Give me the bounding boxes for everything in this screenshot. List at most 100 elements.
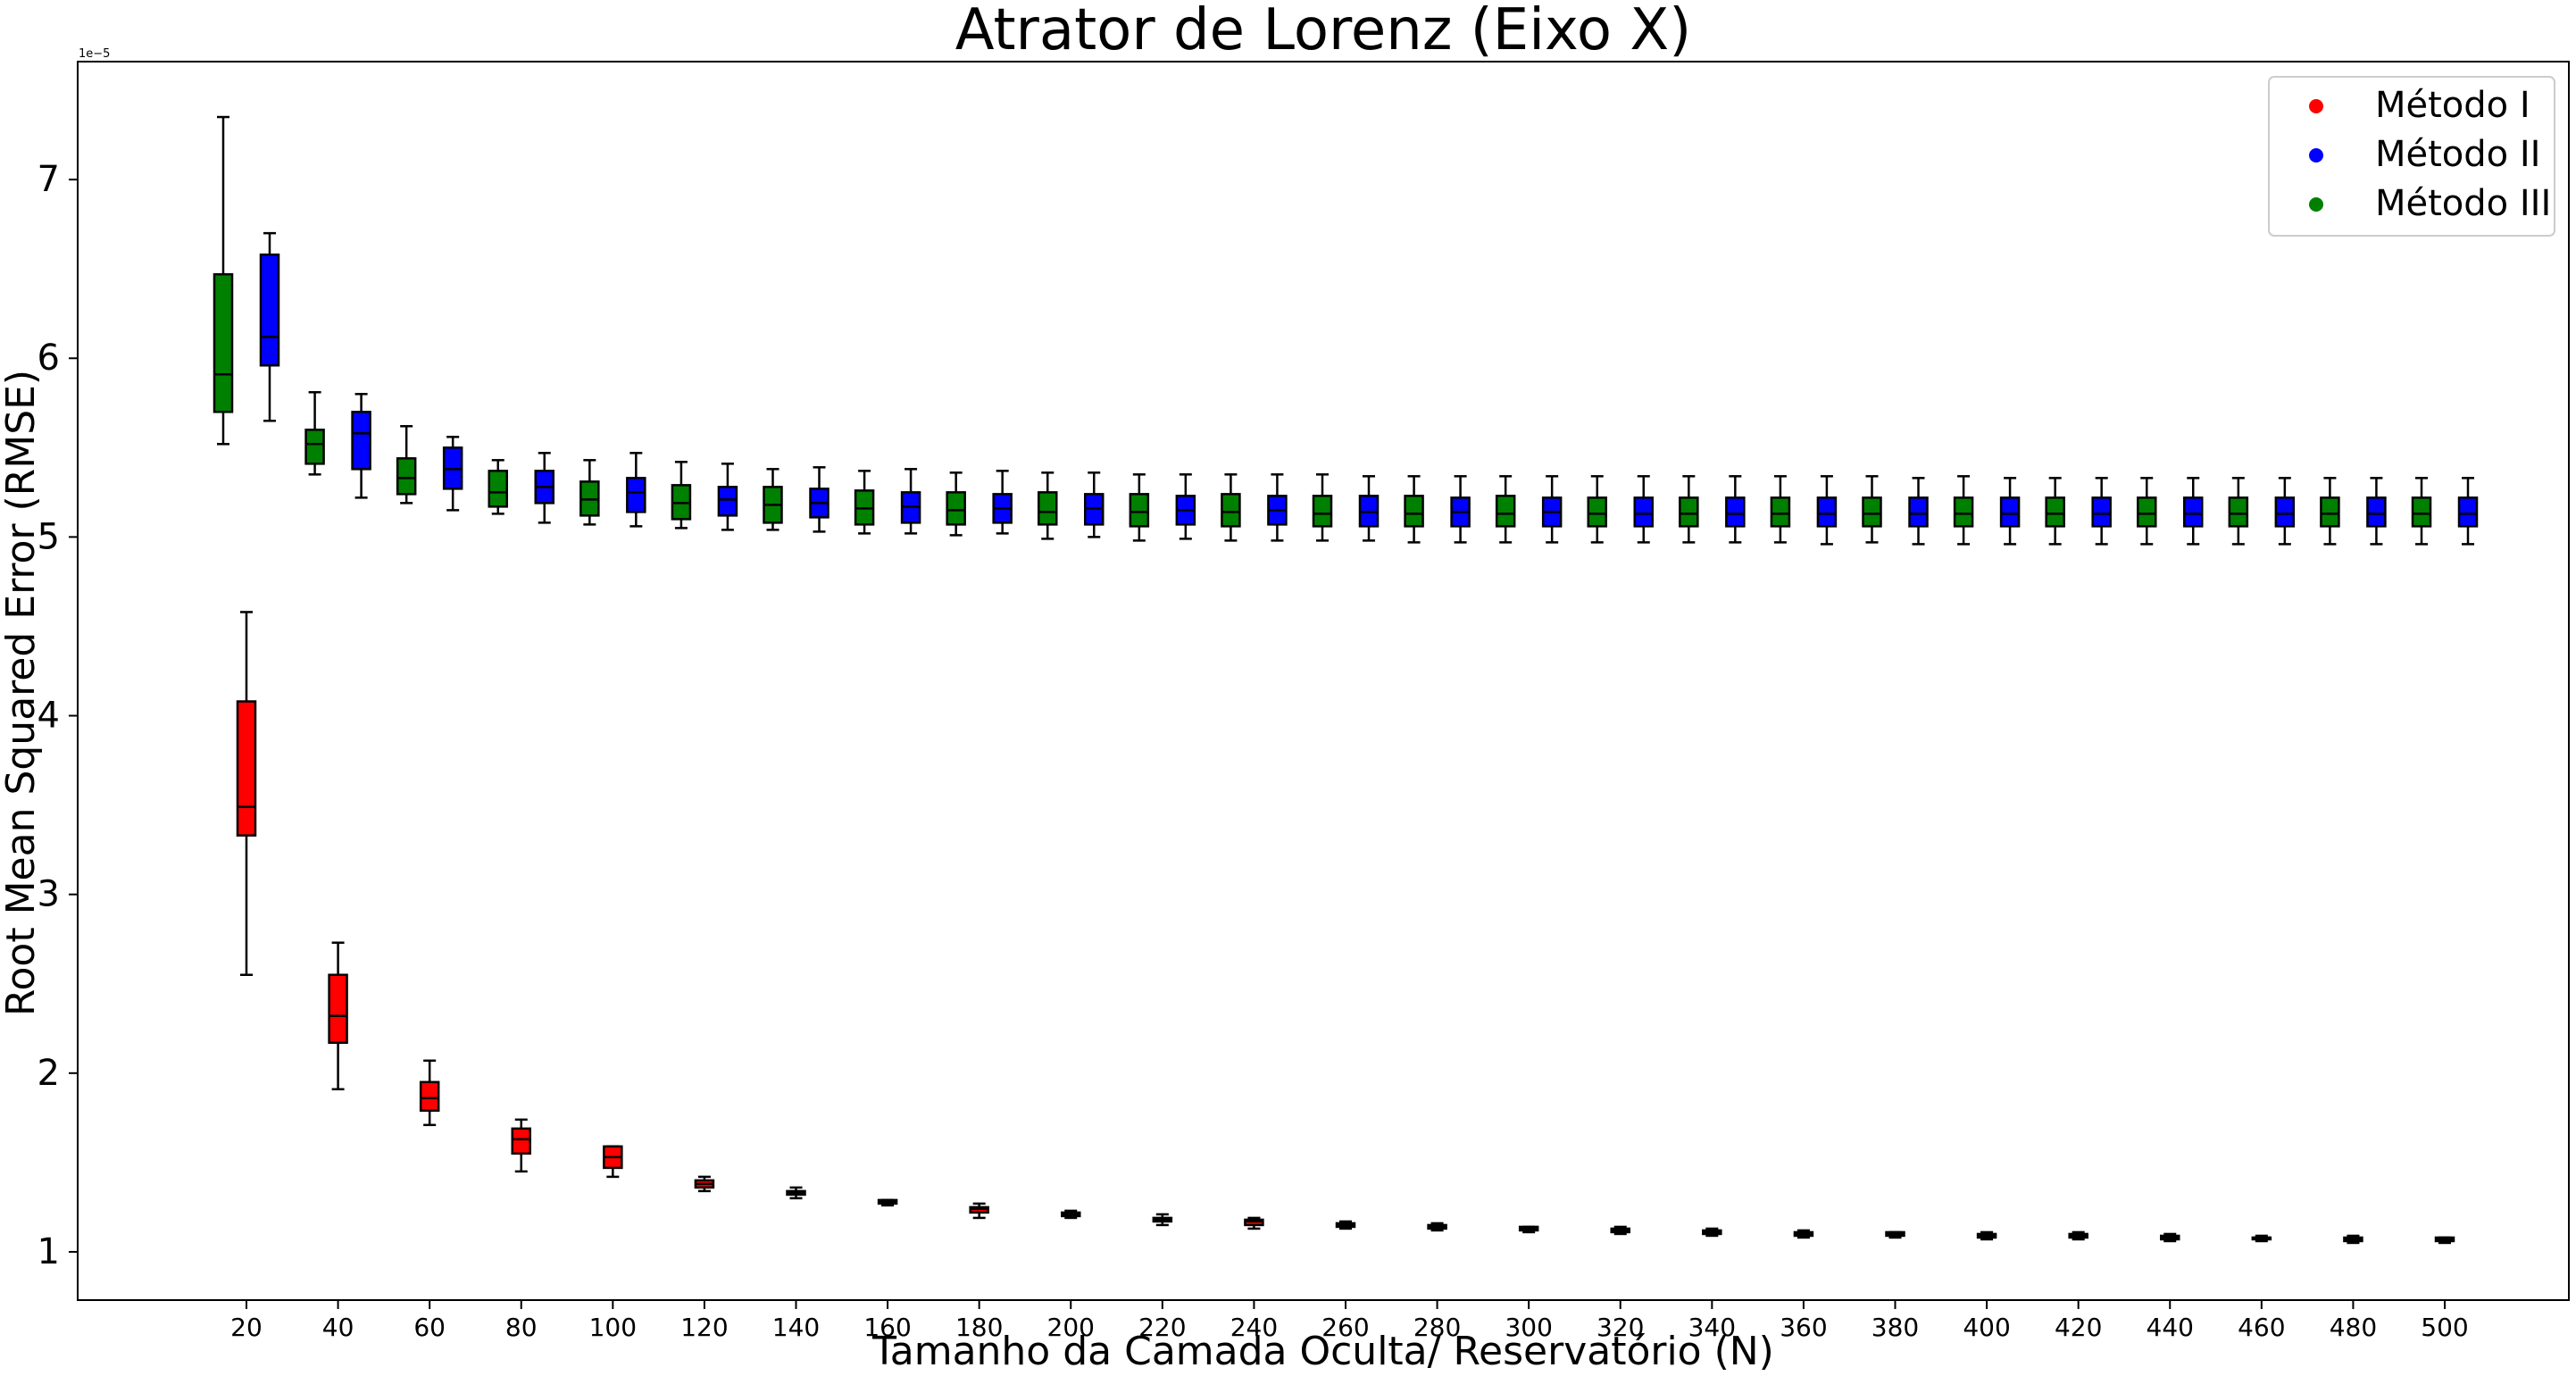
x-tick-label: 240 [1230,1313,1278,1342]
box-iqr [1312,495,1333,528]
x-tick-label: 180 [955,1313,1003,1342]
box-series [213,115,2479,1245]
legend-marker-metodo-i [2309,99,2323,113]
x-tick-label: 420 [2055,1313,2102,1342]
chart-title: Atrator de Lorenz (Eixo X) [955,0,1691,63]
x-tick-label: 200 [1047,1313,1095,1342]
box-2-n100 [626,452,646,528]
box-1-n180 [969,1202,989,1220]
box-1-n100 [603,1145,623,1179]
box-2-n420 [2091,477,2112,546]
box-iqr [946,491,966,526]
box-3-n260 [1312,473,1333,542]
box-iqr [2274,496,2296,528]
y-tick-label: 5 [38,516,60,557]
box-iqr [1587,496,1607,528]
box-2-n60 [442,436,463,512]
box-iqr [2137,496,2157,528]
box-iqr [351,411,371,471]
box-iqr [488,470,508,508]
box-2-n460 [2274,477,2296,546]
legend-label-metodo-i: Método I [2375,85,2530,126]
x-tick-label: 340 [1688,1313,1736,1342]
box-3-n20 [213,115,234,446]
box-3-n340 [1679,475,1699,544]
box-iqr [419,1080,440,1113]
box-2-n380 [1908,477,1929,546]
x-tick-label: 140 [772,1313,820,1342]
x-axis-ticks: 20 40 60 80 100 120 140 160 180 200 220 240 260 280 30… [230,1300,2469,1342]
box-3-n420 [2045,477,2065,546]
box-iqr [259,253,280,367]
box-1-n340 [1702,1227,1722,1238]
x-tick-label: 220 [1138,1313,1186,1342]
box-3-n440 [2137,477,2157,546]
box-iqr [213,272,234,413]
box-iqr [304,429,325,465]
y-tick-label: 1 [38,1231,60,1272]
x-tick-label: 160 [863,1313,911,1342]
box-3-n240 [1221,473,1241,542]
legend-frame [2268,76,2555,237]
box-1-n360 [1793,1229,1814,1239]
box-3-n460 [2228,477,2249,546]
box-1-n460 [2251,1234,2272,1243]
box-2-n240 [1267,473,1288,542]
legend-marker-metodo-iii [2309,197,2323,212]
box-3-n140 [763,468,783,531]
box-3-n280 [1404,475,1424,544]
box-1-n300 [1518,1225,1539,1234]
box-2-n260 [1358,475,1380,542]
x-tick-label: 360 [1780,1313,1827,1342]
box-1-n500 [2434,1236,2455,1245]
legend: Método I Método II Método III [2268,76,2555,237]
box-iqr [1862,496,1882,528]
box-2-n440 [2183,477,2204,546]
box-iqr [1770,496,1791,528]
box-iqr [2183,496,2204,528]
box-2-n320 [1633,475,1654,544]
box-iqr [717,486,738,517]
box-iqr [396,457,417,496]
box-1-n140 [786,1186,806,1200]
box-iqr [2228,496,2249,528]
box-3-n360 [1770,475,1791,544]
box-iqr [2411,496,2432,528]
y-tick-label: 2 [38,1053,60,1094]
box-2-n400 [1999,477,2021,546]
box-3-n80 [488,459,508,515]
y-tick-label: 3 [38,874,60,915]
box-iqr [328,973,348,1045]
box-1-n380 [1885,1230,1905,1239]
box-1-n420 [2068,1230,2088,1241]
y-axis-ticks: 1 2 3 4 5 6 7 [38,159,78,1272]
box-2-n340 [1725,475,1746,544]
box-2-n80 [534,452,554,524]
box-iqr [236,700,257,837]
box-iqr [2045,496,2065,528]
box-1-n160 [877,1198,898,1207]
box-3-n480 [2320,477,2340,546]
box-2-n300 [1541,475,1563,544]
box-iqr [1953,496,1974,528]
box-3-n220 [1129,473,1150,542]
x-tick-label: 380 [1872,1313,1919,1342]
box-2-n280 [1450,475,1471,544]
y-scale-label: 1e−5 [79,47,110,61]
x-tick-label: 500 [2421,1313,2468,1342]
box-iqr [2366,496,2387,528]
y-tick-label: 6 [38,338,60,379]
box-iqr [511,1127,531,1155]
box-2-n160 [900,468,921,535]
box-iqr [1908,496,1929,528]
box-iqr [1725,496,1746,528]
box-3-n300 [1495,475,1516,544]
box-1-n220 [1152,1213,1173,1227]
box-2-n140 [809,466,829,533]
box-1-n80 [511,1118,531,1173]
x-tick-label: 480 [2330,1313,2377,1342]
box-1-n260 [1335,1220,1356,1230]
x-tick-label: 440 [2147,1313,2194,1342]
box-1-n440 [2160,1232,2180,1243]
